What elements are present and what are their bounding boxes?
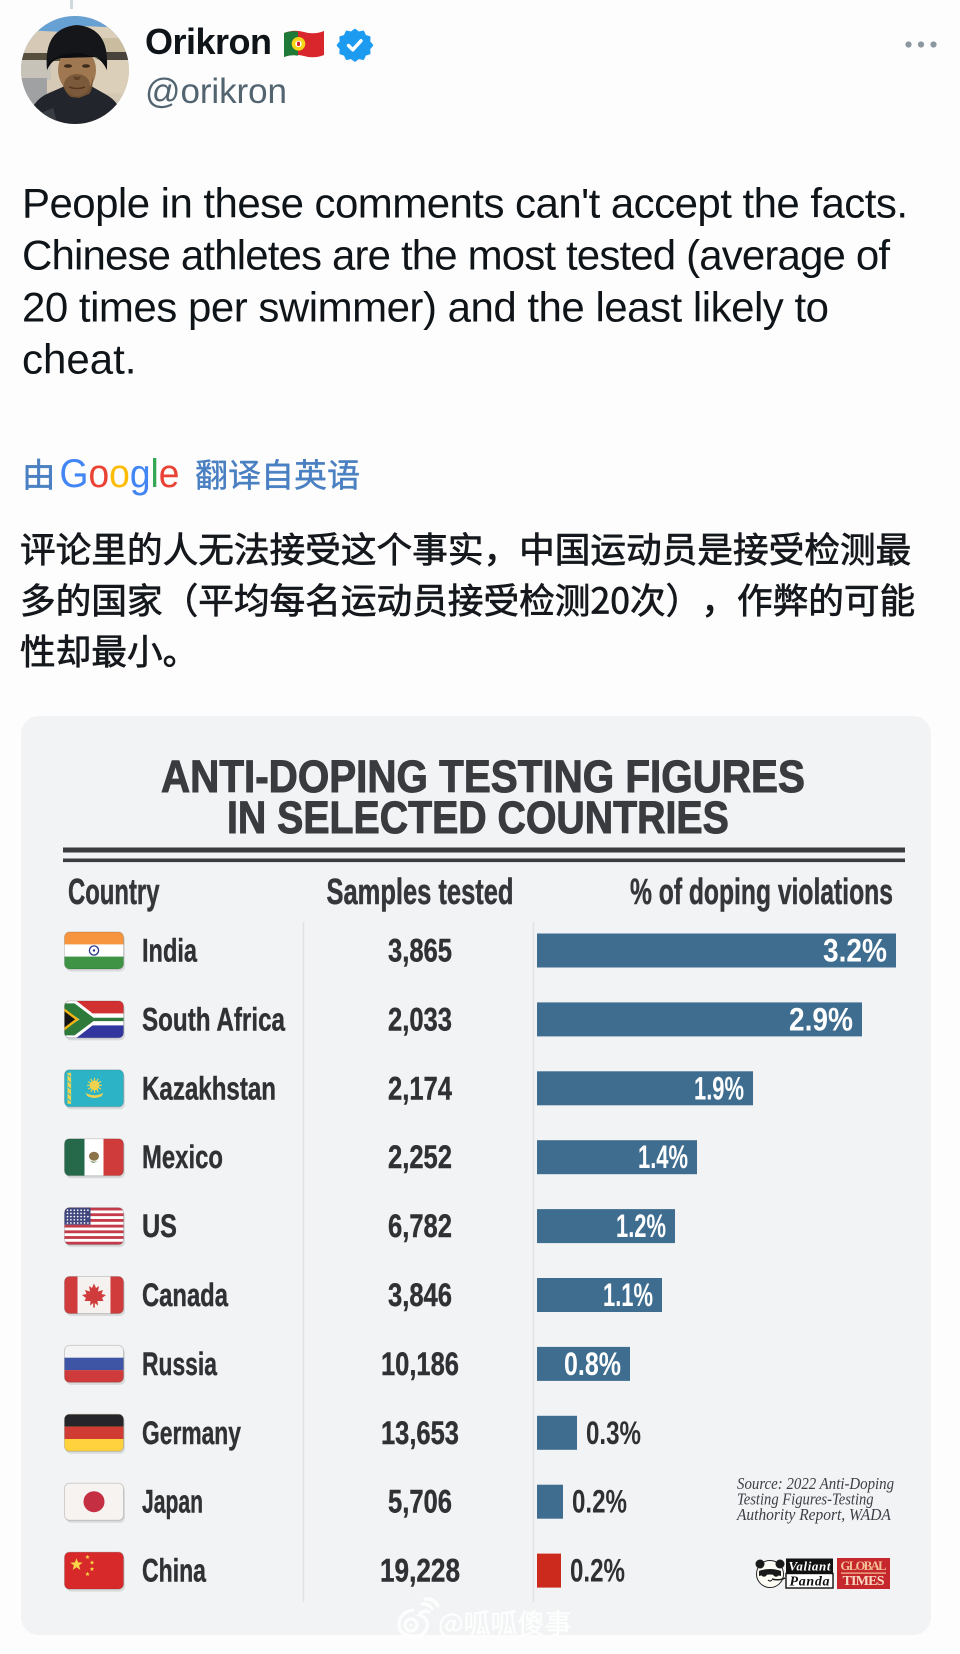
- svg-text:20 times per swimmer) and the: 20 times per swimmer) and the least like…: [22, 284, 829, 331]
- svg-text:People in these comments can't: People in these comments can't accept th…: [22, 180, 908, 227]
- svg-text:0.8%: 0.8%: [564, 1347, 621, 1383]
- svg-text:2,252: 2,252: [388, 1141, 452, 1176]
- svg-text:US: US: [142, 1209, 177, 1245]
- svg-text:2,174: 2,174: [388, 1072, 452, 1107]
- svg-text:Authority Report, WADA: Authority Report, WADA: [736, 1505, 891, 1524]
- svg-text:3,846: 3,846: [388, 1278, 452, 1313]
- svg-text:0.2%: 0.2%: [570, 1553, 625, 1589]
- svg-text:Source: 2022 Anti-Doping: Source: 2022 Anti-Doping: [737, 1475, 894, 1493]
- svg-text:3.2%: 3.2%: [823, 934, 887, 969]
- svg-text:1.2%: 1.2%: [616, 1208, 666, 1244]
- svg-text:Germany: Germany: [142, 1415, 241, 1451]
- svg-text:5,706: 5,706: [388, 1485, 452, 1520]
- svg-text:Canada: Canada: [142, 1276, 228, 1312]
- svg-text:0.3%: 0.3%: [586, 1416, 641, 1452]
- svg-text:Kazakhstan: Kazakhstan: [142, 1071, 276, 1107]
- svg-text:Japan: Japan: [142, 1483, 203, 1520]
- svg-text:6,782: 6,782: [388, 1209, 452, 1244]
- svg-text:TIMES: TIMES: [843, 1574, 885, 1589]
- svg-text:Samples tested: Samples tested: [327, 872, 514, 912]
- svg-text:Testing Figures-Testing: Testing Figures-Testing: [737, 1491, 874, 1509]
- svg-text:Chinese athletes are the most: Chinese athletes are the most tested (av…: [22, 232, 890, 279]
- svg-text:@orikron: @orikron: [145, 72, 287, 111]
- svg-text:China: China: [142, 1553, 206, 1589]
- svg-text:India: India: [142, 933, 197, 968]
- svg-text:0.2%: 0.2%: [572, 1484, 627, 1520]
- svg-text:1.4%: 1.4%: [638, 1139, 688, 1175]
- svg-text:GLOBAL: GLOBAL: [841, 1559, 887, 1573]
- svg-text:3,865: 3,865: [388, 934, 452, 969]
- svg-text:10,186: 10,186: [381, 1347, 459, 1382]
- svg-text:Country: Country: [68, 872, 159, 912]
- svg-text:ANTI-DOPING TESTING FIGURES: ANTI-DOPING TESTING FIGURES: [161, 752, 805, 803]
- svg-text:% of doping violations: % of doping violations: [630, 871, 893, 912]
- svg-text:cheat.: cheat.: [22, 336, 136, 383]
- svg-text:Russia: Russia: [142, 1346, 217, 1382]
- svg-text:Google: Google: [60, 452, 180, 497]
- svg-text:Valiant: Valiant: [789, 1559, 831, 1574]
- svg-text:1.1%: 1.1%: [603, 1277, 653, 1313]
- svg-text:Mexico: Mexico: [142, 1139, 223, 1175]
- svg-text:IN SELECTED COUNTRIES: IN SELECTED COUNTRIES: [227, 793, 729, 843]
- svg-text:19,228: 19,228: [380, 1554, 460, 1589]
- svg-text:Orikron: Orikron: [145, 21, 272, 62]
- svg-text:1.9%: 1.9%: [694, 1070, 744, 1106]
- svg-text:13,653: 13,653: [381, 1416, 459, 1451]
- svg-text:South Africa: South Africa: [142, 1002, 285, 1038]
- svg-text:2,033: 2,033: [388, 1003, 452, 1038]
- svg-text:Panda: Panda: [790, 1575, 830, 1590]
- svg-text:2.9%: 2.9%: [789, 1003, 853, 1038]
